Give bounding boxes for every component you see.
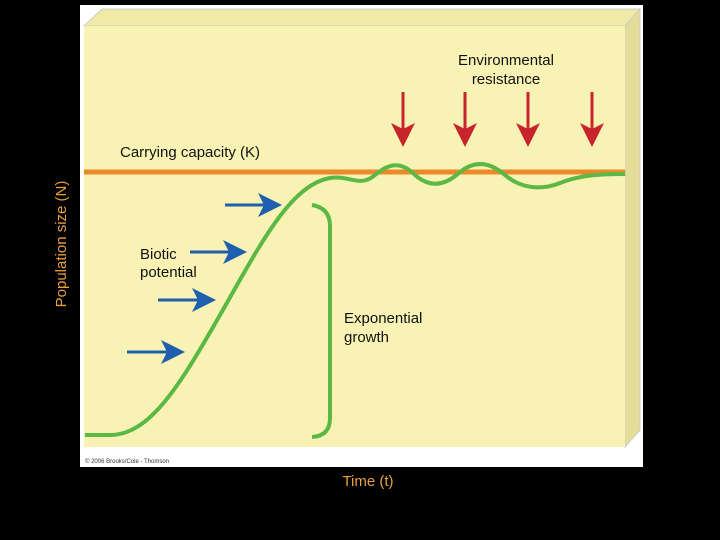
label-line: resistance [472,71,540,88]
panel-face [84,26,625,447]
panel-top [82,8,642,27]
label-line: Biotic [140,246,177,263]
carrying-capacity-label: Carrying capacity (K) [120,144,260,161]
label-line: Environmental [458,52,554,69]
y-axis-label: Population size (N) [53,181,70,308]
growth-curve [85,162,626,437]
bracket [311,203,332,439]
panel-side [624,7,641,449]
biotic-arrows [127,193,282,364]
credit: © 2006 Brooks/Cole - Thomson [85,458,169,465]
label-line: potential [140,264,197,281]
label-line: Exponential [344,310,422,327]
x-axis-label: Time (t) [342,473,393,490]
label-line: growth [344,329,389,346]
resistance-arrows [391,92,604,147]
